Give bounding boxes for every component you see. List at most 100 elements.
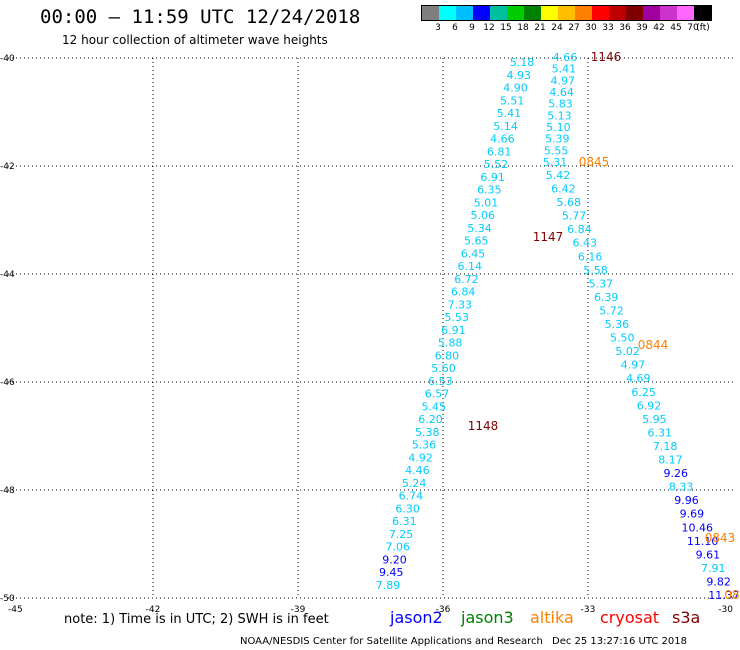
legend-swatch bbox=[524, 6, 541, 20]
swh-value-west: 6.91 bbox=[480, 171, 505, 184]
generated-timestamp: Dec 25 13:27:16 UTC 2018 bbox=[552, 636, 687, 647]
swh-value-west: 5.24 bbox=[402, 477, 427, 490]
swh-value-east: 6.43 bbox=[573, 237, 598, 250]
swh-value-west: 6.35 bbox=[477, 184, 502, 197]
legend-swatch bbox=[490, 6, 507, 20]
swh-value-west: 7.25 bbox=[389, 528, 414, 541]
legend-labels: 3 6 9 12 15 18 21 24 27 30 33 36 39 42 45 70 (ft) bbox=[421, 21, 712, 35]
swh-value-west: 5.53 bbox=[444, 311, 469, 324]
legend-label: 27 bbox=[568, 23, 580, 33]
swh-value-top: 5.41 bbox=[552, 63, 577, 76]
legend-label: 30 bbox=[585, 23, 597, 33]
legend-swatch bbox=[439, 6, 456, 20]
legend-label: (ft) bbox=[696, 23, 710, 33]
legend-swatch bbox=[609, 6, 626, 20]
swh-value-east: 6.39 bbox=[594, 291, 619, 304]
swh-value-west: 6.14 bbox=[457, 260, 482, 273]
swh-value-west: 5.88 bbox=[438, 337, 463, 350]
swh-value-top: 5.10 bbox=[546, 121, 571, 134]
swh-value-east: 5.37 bbox=[589, 277, 614, 290]
satellite-name: jason3 bbox=[461, 608, 514, 627]
swh-value-west: 5.18 bbox=[510, 56, 535, 69]
page-subtitle: 12 hour collection of altimeter wave hei… bbox=[62, 33, 328, 47]
legend-label: 9 bbox=[469, 23, 475, 33]
swh-value-east: 5.58 bbox=[583, 264, 608, 277]
legend-swatch bbox=[473, 6, 490, 20]
swh-value-west: 5.41 bbox=[497, 107, 522, 120]
legend-swatch bbox=[456, 6, 473, 20]
swh-value-west: 6.45 bbox=[461, 247, 486, 260]
swh-value-west: 6.57 bbox=[425, 388, 450, 401]
swh-value-west: 6.84 bbox=[451, 286, 476, 299]
swh-value-west: 6.72 bbox=[454, 273, 479, 286]
time-label: 0843 bbox=[705, 531, 736, 545]
swh-value-east: 5.50 bbox=[610, 332, 635, 345]
swh-value-west: 6.91 bbox=[441, 324, 466, 337]
legend-swatch bbox=[626, 6, 643, 20]
swh-value-east: 6.92 bbox=[637, 399, 662, 412]
legend-label: 33 bbox=[602, 23, 614, 33]
legend-color-bar bbox=[421, 5, 712, 21]
swh-value-west: 5.38 bbox=[415, 426, 440, 439]
swh-value-east: 6.25 bbox=[631, 386, 656, 399]
time-label: 1148 bbox=[468, 419, 499, 433]
swh-value-east: 5.95 bbox=[642, 413, 667, 426]
swh-value-west: 6.30 bbox=[395, 502, 420, 515]
x-tick-label: -33 bbox=[581, 605, 596, 615]
x-tick-label: -30 bbox=[718, 605, 733, 615]
x-tick-label: -42 bbox=[146, 605, 161, 615]
legend-label: 70 bbox=[687, 23, 699, 33]
swh-value-east: 7.91 bbox=[701, 562, 726, 575]
swh-value-east: 5.42 bbox=[546, 169, 571, 182]
swh-value-east: 9.69 bbox=[680, 508, 705, 521]
swh-value-top: 5.13 bbox=[547, 109, 572, 122]
swh-value-west: 6.80 bbox=[435, 349, 460, 362]
legend-swatch bbox=[660, 6, 677, 20]
swh-value-east: 6.31 bbox=[647, 426, 672, 439]
page-title: 00:00 – 11:59 UTC 12/24/2018 bbox=[40, 6, 361, 28]
x-tick-label: -36 bbox=[436, 605, 451, 615]
satellite-name: altika bbox=[530, 608, 574, 627]
swh-value-top: 5.31 bbox=[543, 156, 568, 169]
y-tick-label: -42 bbox=[0, 162, 15, 172]
time-label: 1147 bbox=[533, 230, 564, 244]
color-legend: 3 6 9 12 15 18 21 24 27 30 33 36 39 42 45 70 (ft) bbox=[421, 5, 712, 35]
swh-value-west: 4.90 bbox=[503, 82, 528, 95]
swh-value-west: 5.14 bbox=[493, 120, 518, 133]
y-tick-label: -48 bbox=[0, 486, 15, 496]
y-tick-label: -40 bbox=[0, 54, 15, 64]
legend-label: 15 bbox=[500, 23, 512, 33]
legend-swatch bbox=[558, 6, 575, 20]
swh-value-east: 5.02 bbox=[615, 345, 640, 358]
x-tick-label: -39 bbox=[291, 605, 306, 615]
swh-value-west: 7.89 bbox=[376, 579, 401, 592]
swh-value-top: 5.55 bbox=[544, 144, 569, 157]
legend-swatch bbox=[575, 6, 592, 20]
swh-value-top: 4.66 bbox=[553, 51, 578, 64]
time-label: 08 bbox=[724, 588, 739, 602]
swh-value-west: 9.20 bbox=[382, 553, 407, 566]
satellite-name: s3a bbox=[672, 608, 701, 627]
swh-value-east: 9.96 bbox=[674, 494, 699, 507]
y-tick-label: -50 bbox=[0, 594, 15, 604]
swh-value-east: 9.26 bbox=[664, 467, 689, 480]
swh-value-west: 6.20 bbox=[418, 413, 443, 426]
time-label: 0844 bbox=[638, 338, 669, 352]
swh-value-east: 6.42 bbox=[551, 183, 576, 196]
swh-value-west: 5.36 bbox=[412, 439, 437, 452]
credit-line: NOAA/NESDIS Center for Satellite Applica… bbox=[240, 636, 543, 647]
swh-value-west: 6.31 bbox=[392, 515, 417, 528]
swh-value-east: 5.77 bbox=[562, 210, 587, 223]
legend-label: 36 bbox=[619, 23, 631, 33]
time-label: 1146 bbox=[591, 50, 622, 64]
swh-value-east: 10.46 bbox=[681, 521, 713, 534]
swh-value-west: 5.65 bbox=[464, 235, 489, 248]
swh-value-east: 9.61 bbox=[696, 548, 721, 561]
swh-value-west: 4.66 bbox=[490, 133, 515, 146]
swh-value-east: 4.97 bbox=[621, 359, 646, 372]
legend-swatch bbox=[677, 6, 694, 20]
satellite-name: cryosat bbox=[600, 608, 660, 627]
swh-value-top: 5.39 bbox=[545, 133, 570, 146]
legend-swatch bbox=[643, 6, 660, 20]
swh-value-west: 4.92 bbox=[408, 451, 433, 464]
